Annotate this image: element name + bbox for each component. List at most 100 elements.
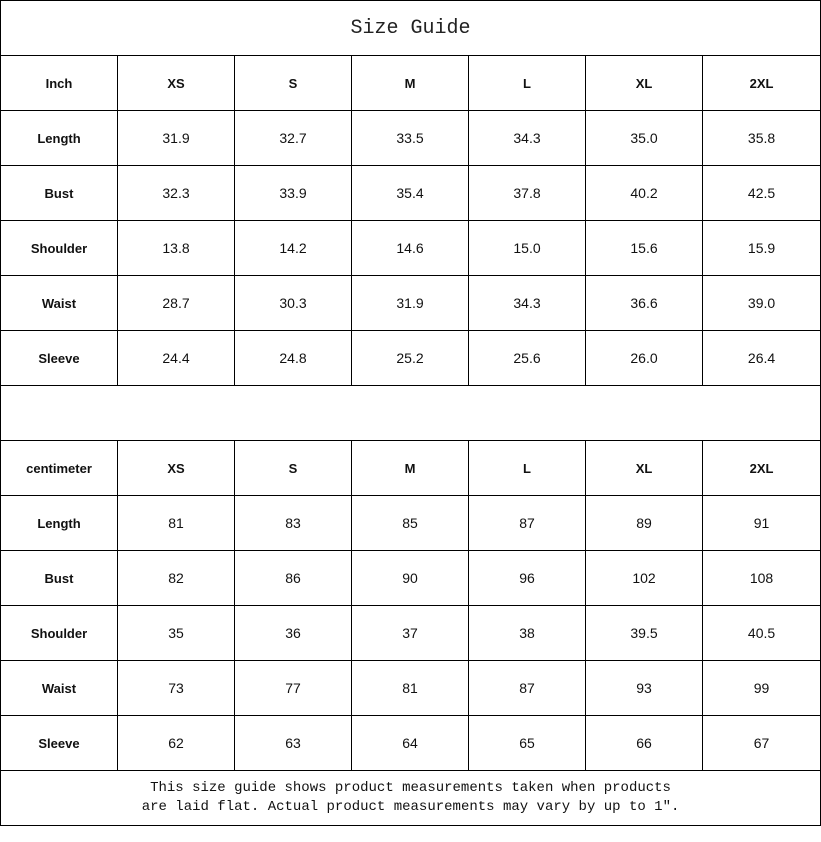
measurement-value: 37.8	[468, 165, 586, 221]
measurement-value: 14.2	[234, 220, 352, 276]
measurement-value: 24.8	[234, 330, 352, 386]
measurement-value: 40.5	[701, 605, 821, 661]
measurement-value: 15.0	[468, 220, 586, 276]
measurement-value: 24.4	[117, 330, 235, 386]
measurement-value: 25.6	[468, 330, 586, 386]
spacer-cell	[0, 385, 821, 441]
measurement-label: Waist	[0, 660, 118, 716]
measurement-value: 39.5	[585, 605, 703, 661]
measurement-value: 66	[585, 715, 703, 771]
table-row: Length 31.9 32.7 33.5 34.3 35.0 35.8	[0, 110, 821, 166]
measurement-value: 73	[117, 660, 235, 716]
unit-header: centimeter	[0, 440, 118, 496]
measurement-label: Waist	[0, 275, 118, 331]
measurement-value: 35	[117, 605, 235, 661]
measurement-label: Sleeve	[0, 715, 118, 771]
size-header: S	[234, 440, 352, 496]
measurement-value: 86	[234, 550, 352, 606]
table-row: Sleeve 24.4 24.8 25.2 25.6 26.0 26.4	[0, 330, 821, 386]
measurement-value: 40.2	[585, 165, 703, 221]
size-header: 2XL	[701, 440, 821, 496]
measurement-value: 87	[468, 495, 586, 551]
measurement-value: 102	[585, 550, 703, 606]
measurement-value: 63	[234, 715, 352, 771]
measurement-value: 81	[117, 495, 235, 551]
measurement-value: 15.9	[701, 220, 821, 276]
measurement-value: 89	[585, 495, 703, 551]
measurement-value: 99	[701, 660, 821, 716]
unit-header: Inch	[0, 55, 118, 111]
measurement-label: Length	[0, 495, 118, 551]
measurement-label: Shoulder	[0, 605, 118, 661]
measurement-value: 64	[351, 715, 469, 771]
size-header: M	[351, 55, 469, 111]
size-header: M	[351, 440, 469, 496]
measurement-value: 38	[468, 605, 586, 661]
size-header: L	[468, 55, 586, 111]
measurement-value: 15.6	[585, 220, 703, 276]
measurement-value: 28.7	[117, 275, 235, 331]
header-row: centimeter XS S M L XL 2XL	[0, 440, 821, 496]
measurement-value: 31.9	[117, 110, 235, 166]
table-row: Shoulder 13.8 14.2 14.6 15.0 15.6 15.9	[0, 220, 821, 276]
measurement-value: 82	[117, 550, 235, 606]
measurement-label: Bust	[0, 165, 118, 221]
page-title: Size Guide	[0, 0, 821, 56]
measurement-value: 62	[117, 715, 235, 771]
measurement-value: 32.7	[234, 110, 352, 166]
measurement-label: Shoulder	[0, 220, 118, 276]
size-header: XL	[585, 55, 703, 111]
size-header: S	[234, 55, 352, 111]
header-row: Inch XS S M L XL 2XL	[0, 55, 821, 111]
measurement-value: 26.4	[701, 330, 821, 386]
size-header: XL	[585, 440, 703, 496]
size-header: XS	[117, 55, 235, 111]
table-row: Sleeve 62 63 64 65 66 67	[0, 715, 821, 771]
measurement-value: 25.2	[351, 330, 469, 386]
measurement-value: 32.3	[117, 165, 235, 221]
measurement-value: 14.6	[351, 220, 469, 276]
table-row: Bust 82 86 90 96 102 108	[0, 550, 821, 606]
note-line-2: are laid flat. Actual product measuremen…	[141, 799, 680, 815]
measurement-value: 39.0	[701, 275, 821, 331]
measurement-value: 36	[234, 605, 352, 661]
table-row: Length 81 83 85 87 89 91	[0, 495, 821, 551]
measurement-value: 96	[468, 550, 586, 606]
spacer-row	[0, 385, 821, 441]
measurement-value: 37	[351, 605, 469, 661]
measurement-value: 83	[234, 495, 352, 551]
size-header: XS	[117, 440, 235, 496]
note-line-1: This size guide shows product measuremen…	[150, 780, 671, 796]
measurement-value: 33.5	[351, 110, 469, 166]
measurement-label: Sleeve	[0, 330, 118, 386]
measurement-value: 26.0	[585, 330, 703, 386]
measurement-value: 36.6	[585, 275, 703, 331]
table-row: Waist 28.7 30.3 31.9 34.3 36.6 39.0	[0, 275, 821, 331]
measurement-value: 93	[585, 660, 703, 716]
measurement-value: 35.8	[701, 110, 821, 166]
measurement-value: 35.4	[351, 165, 469, 221]
measurement-value: 42.5	[701, 165, 821, 221]
measurement-value: 87	[468, 660, 586, 716]
table-row: Waist 73 77 81 87 93 99	[0, 660, 821, 716]
measurement-value: 30.3	[234, 275, 352, 331]
measurement-value: 13.8	[117, 220, 235, 276]
measurement-value: 67	[701, 715, 821, 771]
measurement-value: 108	[701, 550, 821, 606]
measurement-value: 91	[701, 495, 821, 551]
table-row: Bust 32.3 33.9 35.4 37.8 40.2 42.5	[0, 165, 821, 221]
measurement-value: 77	[234, 660, 352, 716]
measurement-value: 31.9	[351, 275, 469, 331]
measurement-label: Length	[0, 110, 118, 166]
measurement-value: 34.3	[468, 110, 586, 166]
measurement-value: 85	[351, 495, 469, 551]
note-row: This size guide shows product measuremen…	[0, 770, 821, 826]
measurement-value: 65	[468, 715, 586, 771]
measurement-value: 90	[351, 550, 469, 606]
measurement-value: 81	[351, 660, 469, 716]
size-header: 2XL	[701, 55, 821, 111]
title-row: Size Guide	[0, 0, 821, 56]
size-note: This size guide shows product measuremen…	[0, 770, 821, 826]
